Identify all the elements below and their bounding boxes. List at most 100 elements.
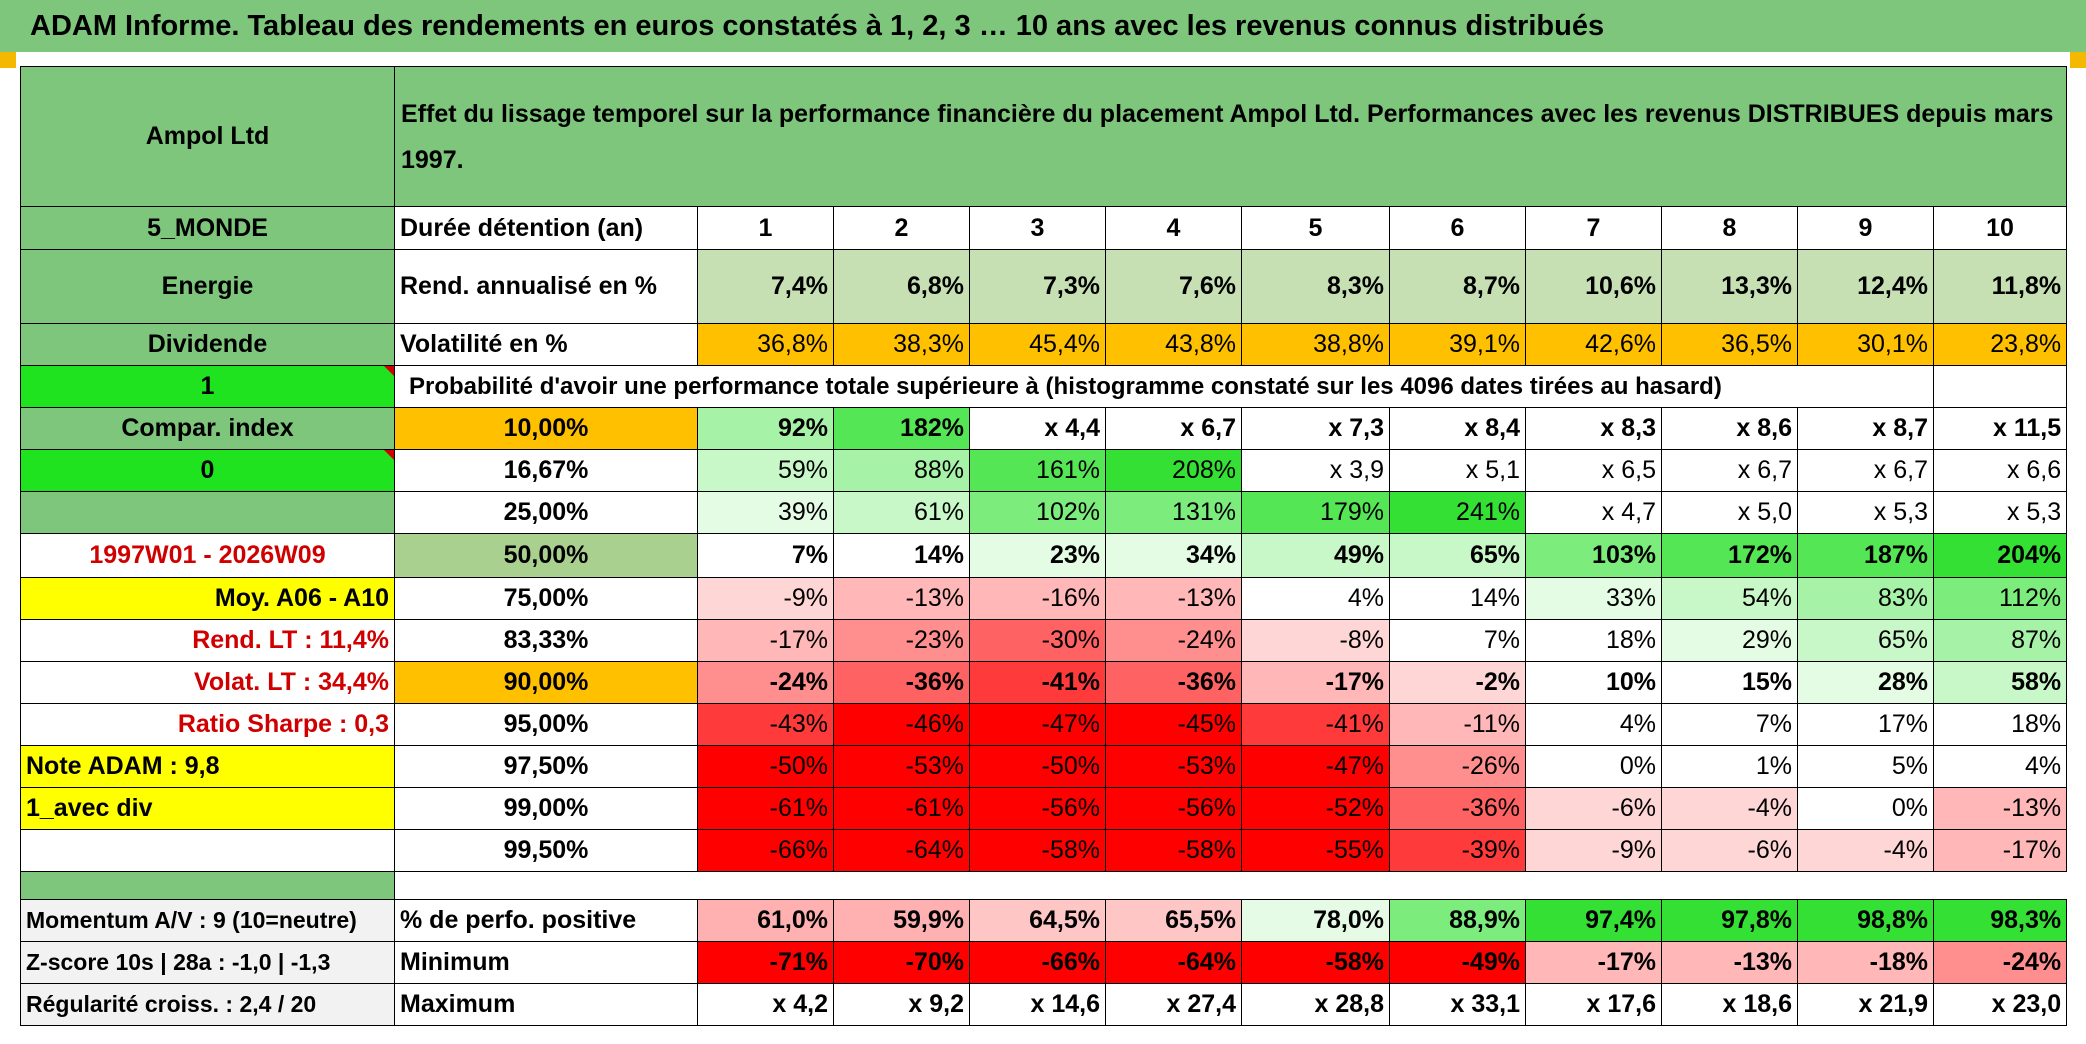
volat-cell: 38,8% <box>1241 323 1390 366</box>
quantile-cell: -50% <box>969 745 1106 788</box>
stats-cell: 65,5% <box>1105 899 1242 942</box>
quantile-cell: -53% <box>1105 745 1242 788</box>
blank-label <box>20 829 395 872</box>
avec-div-label: 1_avec div <box>20 787 395 830</box>
quantile-cell: 103% <box>1525 533 1662 578</box>
quantile-cell: -4% <box>1797 829 1934 872</box>
stats-label: Minimum <box>394 941 698 984</box>
moy-label: Moy. A06 - A10 <box>20 577 395 620</box>
rend-label: Rend. annualisé en % <box>394 249 698 324</box>
quantile-cell: 54% <box>1661 577 1798 620</box>
stats-cell: 59,9% <box>833 899 970 942</box>
quantile-cell: x 7,3 <box>1241 407 1390 450</box>
quantile-cell: 204% <box>1932 533 2068 578</box>
volat-cell: 45,4% <box>969 323 1106 366</box>
quantile-cell: -8% <box>1241 619 1390 662</box>
quantile-cell: x 6,6 <box>1932 449 2068 492</box>
quantile-cell: x 6,7 <box>1105 407 1242 450</box>
quantile-cell: 0% <box>1797 787 1934 830</box>
quantile-threshold: 97,50% <box>394 745 698 788</box>
quantile-cell: x 5,3 <box>1932 491 2068 534</box>
quantile-cell: -61% <box>697 787 834 830</box>
spacer-blank <box>394 871 2067 900</box>
momentum-label: Momentum A/V : 9 (10=neutre) <box>20 899 395 942</box>
quantile-cell: 10% <box>1525 661 1662 704</box>
quantile-cell: -23% <box>833 619 970 662</box>
quantile-cell: 5% <box>1797 745 1934 788</box>
quantile-cell: 33% <box>1525 577 1662 620</box>
quantile-row: Compar. index 10,00% 92% 182% x 4,4 x 6,7 x 7,… <box>20 407 2068 450</box>
quantile-cell: -66% <box>697 829 834 872</box>
quantile-cell: -6% <box>1525 787 1662 830</box>
quantile-cell: 102% <box>969 491 1106 534</box>
quantile-cell: 17% <box>1797 703 1934 746</box>
stats-cell: x 33,1 <box>1389 983 1526 1026</box>
quantile-cell: 7% <box>1389 619 1526 662</box>
quantile-cell: -9% <box>697 577 834 620</box>
quantile-row: Moy. A06 - A10 75,00% -9% -13% -16% -13% 4% 14%… <box>20 577 2068 620</box>
quantile-cell: 65% <box>1797 619 1934 662</box>
quantile-cell: -24% <box>1105 619 1242 662</box>
quantile-cell: -45% <box>1105 703 1242 746</box>
quantile-cell: 18% <box>1932 703 2068 746</box>
stats-cell: x 17,6 <box>1525 983 1662 1026</box>
rend-cell: 7,3% <box>969 249 1106 324</box>
stats-cell: -13% <box>1661 941 1798 984</box>
stats-cell: -24% <box>1932 941 2068 984</box>
stats-cell: x 27,4 <box>1105 983 1242 1026</box>
year-header-10: 10 <box>1932 206 2068 250</box>
quantile-cell: -41% <box>969 661 1106 704</box>
quantile-cell: -4% <box>1661 787 1798 830</box>
rend-cell: 8,7% <box>1389 249 1526 324</box>
year-header-4: 4 <box>1105 206 1242 250</box>
quantile-cell: 187% <box>1797 533 1934 578</box>
quantile-cell: -13% <box>833 577 970 620</box>
quantile-cell: 4% <box>1241 577 1390 620</box>
stats-cell: 64,5% <box>969 899 1106 942</box>
years-label: Durée détention (an) <box>394 206 698 250</box>
dividend-label: Dividende <box>20 323 395 366</box>
quantile-threshold: 95,00% <box>394 703 698 746</box>
quantile-cell: -53% <box>833 745 970 788</box>
zscore-label: Z-score 10s | 28a : -1,0 | -1,3 <box>20 941 395 984</box>
quantile-cell: -26% <box>1389 745 1526 788</box>
quantile-cell: x 8,7 <box>1797 407 1934 450</box>
stats-cell: 97,4% <box>1525 899 1662 942</box>
stats-label: Maximum <box>394 983 698 1026</box>
stats-cell: 88,9% <box>1389 899 1526 942</box>
proba-row: 1 Probabilité d'avoir une performance to… <box>20 365 2068 408</box>
region-label: 5_MONDE <box>20 206 395 250</box>
quantile-cell: 15% <box>1661 661 1798 704</box>
quantile-cell: 4% <box>1525 703 1662 746</box>
stats-cell: -70% <box>833 941 970 984</box>
rend-lt-label: Rend. LT : 11,4% <box>20 619 395 662</box>
quantile-cell: -47% <box>969 703 1106 746</box>
quantile-cell: 241% <box>1389 491 1526 534</box>
one-flag: 1 <box>20 365 395 408</box>
quantile-cell: 28% <box>1797 661 1934 704</box>
quantile-cell: -61% <box>833 787 970 830</box>
corner-marker-right <box>2070 52 2086 68</box>
regularite-label: Régularité croiss. : 2,4 / 20 <box>20 983 395 1026</box>
table-description: Effet du lissage temporel sur la perform… <box>393 66 2068 207</box>
quantile-cell: -13% <box>1105 577 1242 620</box>
quantile-cell: 58% <box>1932 661 2068 704</box>
year-header-5: 5 <box>1241 206 1390 250</box>
rend-cell: 12,4% <box>1797 249 1934 324</box>
stats-cell: -18% <box>1797 941 1934 984</box>
volat-cell: 39,1% <box>1389 323 1526 366</box>
stats-cell: 97,8% <box>1661 899 1798 942</box>
quantile-cell: -13% <box>1932 787 2068 830</box>
rend-cell: 13,3% <box>1661 249 1798 324</box>
quantile-cell: -56% <box>969 787 1106 830</box>
spacer-green <box>20 871 395 900</box>
page-title: ADAM Informe. Tableau des rendements en … <box>0 0 2086 52</box>
quantile-threshold: 16,67% <box>394 449 698 492</box>
note-label: Note ADAM : 9,8 <box>20 745 395 788</box>
stats-cell: -66% <box>969 941 1106 984</box>
stats-cell: 98,8% <box>1797 899 1934 942</box>
quantile-cell: 208% <box>1105 449 1242 492</box>
quantile-cell: x 6,7 <box>1661 449 1798 492</box>
quantile-cell: -58% <box>1105 829 1242 872</box>
quantile-cell: -52% <box>1241 787 1390 830</box>
